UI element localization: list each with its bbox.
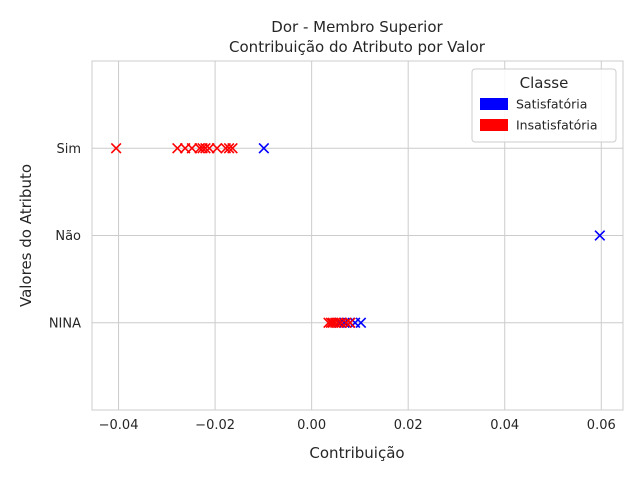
data-point — [227, 142, 238, 154]
chart-subtitle: Contribuição do Atributo por Valor — [229, 38, 486, 56]
x-tick-label: 0.04 — [490, 418, 519, 433]
legend-label-insatisfatoria: Insatisfatória — [516, 118, 598, 133]
data-point — [211, 142, 223, 154]
x-marker-stroke — [200, 142, 211, 154]
y-axis-label: Valores do Atributo — [17, 164, 35, 307]
x-marker-stroke — [341, 317, 352, 329]
data-point — [341, 317, 352, 329]
x-marker-stroke — [110, 142, 122, 154]
data-point — [203, 142, 215, 154]
x-tick-label: 0.06 — [587, 418, 616, 433]
x-tick-label: −0.02 — [195, 418, 235, 433]
x-tick-labels: −0.04 −0.02 0.00 0.02 0.04 0.06 — [99, 418, 616, 433]
legend-label-satisfatoria: Satisfatória — [516, 97, 587, 112]
y-tick-label: Não — [55, 229, 81, 244]
x-axis-label: Contribuição — [309, 444, 404, 462]
chart-title: Dor - Membro Superior — [271, 18, 443, 36]
data-point — [223, 142, 235, 154]
x-marker-stroke — [258, 142, 270, 154]
data-point — [355, 317, 367, 329]
plot-frame — [91, 60, 624, 411]
x-marker-stroke — [227, 142, 238, 154]
data-points — [110, 142, 606, 329]
y-tick-label: NINA — [49, 316, 81, 331]
x-marker-stroke — [203, 142, 215, 154]
x-marker-stroke — [186, 142, 198, 154]
x-marker-stroke — [172, 142, 183, 154]
y-tick-label: Sim — [56, 142, 81, 157]
x-marker-stroke — [211, 142, 223, 154]
data-point — [186, 142, 198, 154]
legend-swatch-satisfatoria — [480, 98, 508, 110]
x-marker-stroke — [594, 230, 606, 241]
data-point — [594, 230, 606, 241]
data-point — [200, 142, 211, 154]
data-point — [336, 317, 347, 329]
x-marker-stroke — [332, 317, 344, 329]
legend-swatch-insatisfatoria — [480, 119, 508, 131]
x-tick-label: 0.00 — [297, 418, 326, 433]
x-tick-label: 0.02 — [394, 418, 423, 433]
data-point — [172, 142, 183, 154]
data-point — [332, 317, 344, 329]
data-point — [258, 142, 270, 154]
x-marker-stroke — [344, 317, 356, 329]
legend: Classe Satisfatória Insatisfatória — [471, 68, 617, 143]
x-marker-stroke — [223, 142, 235, 154]
data-point — [110, 142, 122, 154]
x-tick-label: −0.04 — [99, 418, 139, 433]
x-marker-stroke — [355, 317, 367, 329]
data-point — [344, 317, 356, 329]
x-marker-stroke — [336, 317, 347, 329]
y-tick-labels: NINA Não Sim — [49, 142, 81, 332]
legend-title: Classe — [520, 74, 569, 92]
